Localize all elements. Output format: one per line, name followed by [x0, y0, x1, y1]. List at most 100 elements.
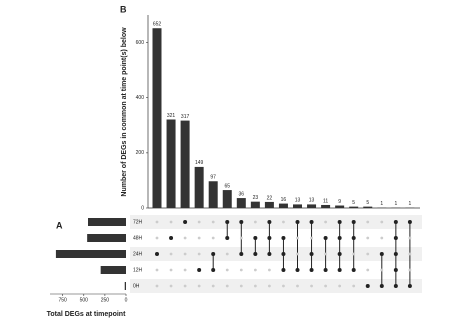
total-bar: [124, 282, 126, 290]
matrix-dot: [282, 220, 285, 224]
matrix-dot: [351, 220, 356, 224]
value-label: 11: [323, 198, 328, 204]
matrix-dot: [225, 284, 229, 288]
matrix-dot: [337, 268, 342, 272]
matrix-dot: [282, 284, 285, 288]
matrix-dot: [366, 252, 370, 256]
matrix-dot: [169, 252, 173, 256]
value-label: 23: [253, 195, 259, 201]
matrix-dot: [239, 236, 243, 240]
bar: [250, 201, 260, 208]
bar: [166, 119, 176, 208]
value-label: 5: [366, 200, 369, 206]
y-tick-label: 600: [136, 40, 145, 46]
matrix-dot: [310, 284, 313, 288]
bar: [335, 205, 345, 208]
matrix-dot: [393, 268, 398, 272]
bar: [236, 198, 246, 208]
panel-label: A: [56, 220, 63, 230]
matrix-dot: [183, 220, 188, 224]
matrix-dot: [324, 252, 327, 256]
y-axis-title: Number of DEGs in common at time point(s…: [121, 27, 128, 197]
y-tick-label: 400: [136, 95, 145, 101]
x-tick-label: 500: [80, 297, 89, 303]
bar: [349, 206, 359, 208]
matrix-dot: [281, 252, 286, 256]
matrix-dot: [225, 268, 229, 272]
total-bar: [88, 218, 126, 226]
matrix-dot: [337, 236, 342, 240]
matrix-dot: [408, 268, 412, 272]
bar: [180, 120, 190, 208]
value-label: 1: [409, 201, 412, 207]
matrix-dot: [352, 284, 356, 288]
matrix-dot: [183, 236, 187, 240]
matrix-dot: [309, 268, 314, 272]
matrix-dot: [239, 268, 243, 272]
matrix-dot: [211, 236, 215, 240]
matrix-dot: [183, 268, 187, 272]
set-label: 0H: [133, 283, 140, 289]
matrix-dot: [366, 268, 370, 272]
matrix-dot: [296, 252, 299, 256]
bar: [264, 201, 274, 208]
row-shade: [130, 247, 422, 261]
matrix-dot: [366, 220, 370, 224]
matrix-dot: [407, 284, 412, 288]
matrix-dot: [225, 236, 230, 240]
matrix-dot: [324, 220, 327, 224]
matrix-dot: [253, 236, 258, 240]
y-tick-label: 0: [141, 205, 144, 211]
matrix-dot: [380, 220, 384, 224]
matrix-dot: [408, 236, 412, 240]
matrix-dot: [225, 252, 229, 256]
matrix-dot: [155, 284, 159, 288]
value-label: 149: [195, 160, 204, 166]
bar: [194, 166, 204, 208]
matrix-dot: [365, 284, 370, 288]
matrix-dot: [239, 284, 243, 288]
matrix-dot: [253, 252, 258, 256]
matrix-dot: [379, 252, 384, 256]
matrix-dot: [323, 236, 328, 240]
matrix-dot: [211, 220, 215, 224]
matrix-dot: [281, 268, 286, 272]
matrix-dot: [197, 268, 202, 272]
x-tick-label: 750: [58, 297, 67, 303]
matrix-dot: [211, 252, 216, 256]
matrix-dot: [211, 268, 216, 272]
bar: [152, 28, 162, 209]
row-shade: [130, 215, 422, 229]
value-label: 652: [153, 22, 162, 28]
y-tick-label: 200: [136, 150, 145, 156]
set-label: 48H: [133, 235, 143, 241]
matrix-dot: [393, 252, 398, 256]
matrix-dot: [352, 252, 356, 256]
value-label: 1: [380, 201, 383, 207]
value-label: 1: [394, 201, 397, 207]
total-bar: [87, 234, 126, 242]
bar: [278, 203, 288, 208]
matrix-dot: [267, 252, 272, 256]
matrix-dot: [197, 252, 201, 256]
matrix-dot: [408, 252, 412, 256]
x-tick-label: 250: [101, 297, 110, 303]
value-label: 13: [309, 198, 315, 204]
matrix-dot: [393, 284, 398, 288]
matrix-dot: [253, 220, 257, 224]
value-label: 9: [338, 199, 341, 205]
matrix-dot: [239, 252, 244, 256]
bar: [208, 181, 218, 208]
panel-label: B: [120, 4, 127, 14]
matrix-dot: [407, 220, 412, 224]
matrix-dot: [197, 284, 201, 288]
matrix-dot: [155, 252, 159, 256]
total-bar: [100, 266, 126, 274]
total-bar: [55, 250, 126, 258]
value-label: 13: [295, 198, 301, 204]
matrix-dot: [309, 252, 314, 256]
matrix-dot: [324, 284, 327, 288]
matrix-dot: [155, 220, 159, 224]
matrix-dot: [366, 236, 370, 240]
